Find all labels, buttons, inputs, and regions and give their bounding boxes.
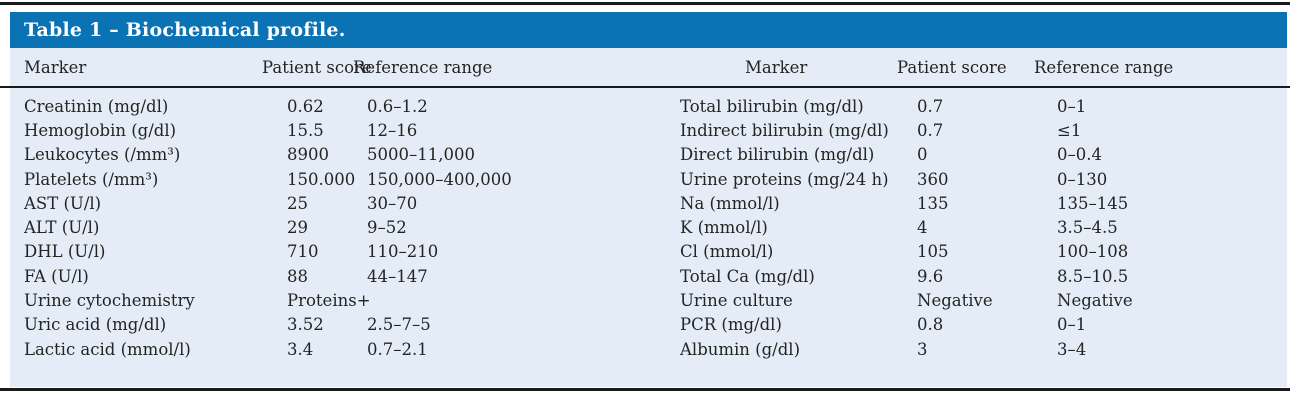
patient-score-cell: 710 (287, 242, 319, 262)
reference-range-cell: 3–4 (1057, 339, 1087, 359)
table-row: DHL (U/l) 710 110–210 Cl (mmol/l) 105 100–108 (10, 240, 1287, 264)
reference-range-cell: 135–145 (1057, 193, 1129, 213)
header-rule (0, 86, 1290, 88)
reference-range-cell: Negative (1057, 291, 1133, 311)
table-header-row: Marker Patient score Reference range Mar… (10, 48, 1287, 86)
patient-score-cell: 8900 (287, 145, 329, 165)
patient-score-cell: 9.6 (917, 266, 944, 286)
marker-cell: Leukocytes (/mm³) (24, 145, 181, 165)
patient-score-cell: 88 (287, 266, 308, 286)
column-header-reference-range-right: Reference range (1034, 57, 1174, 77)
marker-cell: Lactic acid (mmol/l) (24, 339, 191, 359)
marker-cell: Albumin (g/dl) (680, 339, 801, 359)
table-title: Table 1 – Biochemical profile. (24, 19, 346, 41)
marker-cell: Hemoglobin (g/dl) (24, 120, 177, 140)
patient-score-cell: 135 (917, 193, 949, 213)
reference-range-cell: 100–108 (1057, 242, 1129, 262)
patient-score-cell: 25 (287, 193, 308, 213)
patient-score-cell: 29 (287, 218, 308, 238)
marker-cell: Total Ca (mg/dl) (680, 266, 815, 286)
marker-cell: PCR (mg/dl) (680, 315, 782, 335)
table-row: Lactic acid (mmol/l) 3.4 0.7–2.1 Albumin (g… (10, 337, 1287, 361)
patient-score-cell: 3.52 (287, 315, 324, 335)
marker-cell: FA (U/l) (24, 266, 89, 286)
reference-range-cell: 8.5–10.5 (1057, 266, 1129, 286)
bottom-rule (0, 388, 1290, 391)
table-row: Leukocytes (/mm³) 8900 5000–11,000 Direct b… (10, 143, 1287, 167)
reference-range-cell: 12–16 (367, 120, 418, 140)
reference-range-cell: 9–52 (367, 218, 407, 238)
reference-range-cell: 3.5–4.5 (1057, 218, 1118, 238)
marker-cell: Urine cytochemistry (24, 291, 195, 311)
patient-score-cell: 105 (917, 242, 949, 262)
patient-score-cell: 0 (917, 145, 928, 165)
table-row: FA (U/l) 88 44–147 Total Ca (mg/dl) 9.6 8.5–1… (10, 264, 1287, 288)
patient-score-cell: 0.62 (287, 96, 324, 116)
patient-score-cell: Negative (917, 291, 993, 311)
top-rule (0, 2, 1290, 5)
marker-cell: AST (U/l) (24, 193, 102, 213)
reference-range-cell: 30–70 (367, 193, 418, 213)
patient-score-cell: 3 (917, 339, 928, 359)
table-row: Creatinin (mg/dl) 0.62 0.6–1.2 Total biliru… (10, 94, 1287, 118)
marker-cell: Urine culture (680, 291, 793, 311)
marker-cell: DHL (U/l) (24, 242, 106, 262)
reference-range-cell: 110–210 (367, 242, 439, 262)
reference-range-cell: 0–0.4 (1057, 145, 1102, 165)
patient-score-cell: 360 (917, 169, 949, 189)
reference-range-cell: ≤1 (1057, 120, 1082, 140)
patient-score-cell: 0.8 (917, 315, 944, 335)
marker-cell: Cl (mmol/l) (680, 242, 774, 262)
patient-score-cell: 3.4 (287, 339, 314, 359)
marker-cell: Na (mmol/l) (680, 193, 780, 213)
reference-range-cell: 44–147 (367, 266, 428, 286)
reference-range-cell: 0.7–2.1 (367, 339, 428, 359)
column-header-patient-score-left: Patient score (262, 57, 372, 77)
reference-range-cell: 0–1 (1057, 96, 1087, 116)
reference-range-cell: 5000–11,000 (367, 145, 475, 165)
patient-score-cell: 4 (917, 218, 928, 238)
table-title-bar: Table 1 – Biochemical profile. (10, 12, 1287, 48)
patient-score-cell: Proteins+ (287, 291, 371, 311)
marker-cell: Urine proteins (mg/24 h) (680, 169, 889, 189)
table-row: AST (U/l) 25 30–70 Na (mmol/l) 135 135–145 (10, 191, 1287, 215)
reference-range-cell: 0–130 (1057, 169, 1108, 189)
reference-range-cell: 2.5–7–5 (367, 315, 431, 335)
table-body: Marker Patient score Reference range Mar… (10, 48, 1287, 387)
patient-score-cell: 0.7 (917, 96, 944, 116)
marker-cell: Total bilirubin (mg/dl) (680, 96, 864, 116)
marker-cell: Platelets (/mm³) (24, 169, 159, 189)
marker-cell: K (mmol/l) (680, 218, 768, 238)
column-header-patient-score-right: Patient score (897, 57, 1007, 77)
table-row: Hemoglobin (g/dl) 15.5 12–16 Indirect bilir… (10, 118, 1287, 142)
marker-cell: ALT (U/l) (24, 218, 100, 238)
marker-cell: Indirect bilirubin (mg/dl) (680, 120, 889, 140)
table-rows: Creatinin (mg/dl) 0.62 0.6–1.2 Total biliru… (10, 86, 1287, 361)
table-row: Uric acid (mg/dl) 3.52 2.5–7–5 PCR (mg/dl) 0… (10, 313, 1287, 337)
patient-score-cell: 150.000 (287, 169, 356, 189)
table-row: Platelets (/mm³) 150.000 150,000–400,000 Ur… (10, 167, 1287, 191)
reference-range-cell: 0.6–1.2 (367, 96, 428, 116)
table-row: Urine cytochemistry Proteins+ Urine cultur… (10, 288, 1287, 312)
table-row: ALT (U/l) 29 9–52 K (mmol/l) 4 3.5–4.5 (10, 215, 1287, 239)
reference-range-cell: 150,000–400,000 (367, 169, 512, 189)
column-header-marker-left: Marker (24, 57, 87, 77)
marker-cell: Creatinin (mg/dl) (24, 96, 169, 116)
column-header-reference-range-left: Reference range (353, 57, 493, 77)
column-header-marker-right: Marker (745, 57, 808, 77)
marker-cell: Direct bilirubin (mg/dl) (680, 145, 875, 165)
patient-score-cell: 15.5 (287, 120, 324, 140)
patient-score-cell: 0.7 (917, 120, 944, 140)
marker-cell: Uric acid (mg/dl) (24, 315, 167, 335)
reference-range-cell: 0–1 (1057, 315, 1087, 335)
